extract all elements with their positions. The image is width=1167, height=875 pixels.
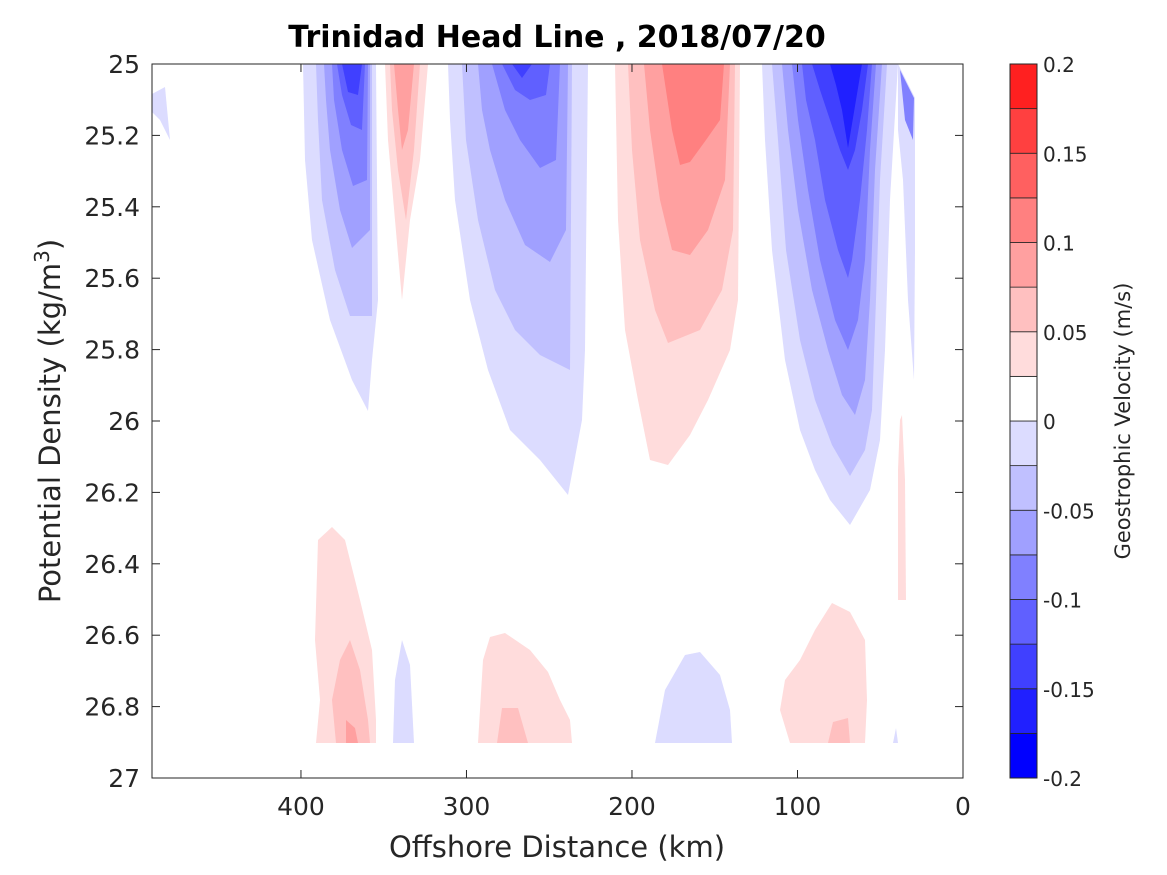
contour-coastal-neg-l2 — [900, 70, 914, 140]
colorbar-tick-label: -0.15 — [1043, 678, 1095, 702]
contour-sliver-neg40 — [893, 728, 898, 743]
contour-jet265-l6 — [512, 64, 532, 78]
contour-deep335 — [393, 640, 414, 743]
colorbar-band — [1009, 643, 1038, 690]
colorbar-band — [1009, 63, 1038, 110]
contour-neg-far-offshore — [152, 87, 170, 140]
contour-coastal-neg-l1 — [898, 64, 915, 380]
x-tick-label: 0 — [955, 792, 971, 821]
colorbar-tick-label: 0.15 — [1043, 142, 1088, 166]
colorbar-band — [1009, 732, 1038, 779]
colorbar-band — [1009, 331, 1038, 377]
contour-jet170-l4 — [662, 64, 724, 165]
contour-jet70-l7 — [830, 64, 862, 148]
colorbar-tick-label: 0.2 — [1043, 53, 1075, 77]
contour-deep370-l2 — [332, 640, 370, 743]
y-tick-label: 26.4 — [84, 550, 140, 579]
y-tick-label: 26.8 — [84, 693, 140, 722]
y-tick-label: 25.6 — [84, 264, 140, 293]
colorbar-tick-label: -0.1 — [1043, 589, 1082, 613]
x-tick-label: 200 — [608, 792, 656, 821]
colorbar-band — [1009, 108, 1038, 154]
contour-deep80-l1 — [780, 603, 867, 743]
colorbar-band — [1009, 375, 1038, 422]
colorbar-band — [1009, 286, 1038, 333]
contour-deep165 — [655, 652, 732, 743]
x-tick-label: 400 — [277, 792, 325, 821]
contour-deep80-l2 — [828, 718, 850, 743]
x-tick-label: 100 — [774, 792, 822, 821]
colorbar: 0.2 0.15 0.1 0.05 0 -0.05 -0.1 -0.15 -0.2 — [1009, 53, 1095, 791]
y-tick-label: 26.6 — [84, 621, 140, 650]
x-axis: 400 300 200 100 0 — [277, 64, 971, 821]
y-tick-label: 25.8 — [84, 336, 140, 365]
colorbar-band — [1009, 420, 1038, 467]
colorbar-tick-label: 0.05 — [1043, 321, 1088, 345]
colorbar-band — [1009, 554, 1038, 600]
colorbar-tick-label: 0 — [1043, 410, 1056, 434]
y-axis: 25 25.2 25.4 25.6 25.8 26 26.2 26.4 26.6 26.8 27 — [84, 50, 963, 793]
colorbar-band — [1009, 197, 1038, 243]
y-tick-label: 25.4 — [84, 193, 140, 222]
contour-sliver40 — [898, 415, 906, 600]
contour-deep270-l2 — [497, 708, 528, 743]
colorbar-tick-label: -0.05 — [1043, 499, 1095, 523]
y-tick-label: 27 — [108, 764, 140, 793]
x-axis-title: Offshore Distance (km) — [389, 830, 725, 864]
colorbar-band — [1009, 242, 1038, 288]
contour-deep370-l3 — [346, 720, 358, 743]
x-tick-label: 300 — [443, 792, 491, 821]
colorbar-title: Geostrophic Velocity (m/s) — [1111, 283, 1135, 560]
y-tick-label: 26.2 — [84, 478, 140, 507]
colorbar-band — [1009, 688, 1038, 734]
contour-jet265-l5 — [502, 64, 550, 100]
y-tick-label: 25 — [108, 50, 140, 79]
plot-area — [151, 63, 964, 779]
contour-jet335-l3 — [394, 64, 414, 150]
contour-jet370-l6 — [342, 64, 362, 95]
chart-title: Trinidad Head Line , 2018/07/20 — [288, 20, 825, 55]
y-axis-title: Potential Density (kg/m3) — [30, 239, 67, 603]
y-tick-label: 25.2 — [84, 121, 140, 150]
y-tick-label: 26 — [108, 407, 140, 436]
contour-fills — [152, 64, 915, 743]
colorbar-tick-label: 0.1 — [1043, 232, 1075, 256]
colorbar-tick-label: -0.2 — [1043, 767, 1082, 791]
colorbar-band — [1009, 599, 1038, 645]
colorbar-band — [1009, 152, 1038, 199]
colorbar-band — [1009, 509, 1038, 556]
colorbar-frame — [1009, 63, 1038, 779]
colorbar-band — [1009, 465, 1038, 511]
